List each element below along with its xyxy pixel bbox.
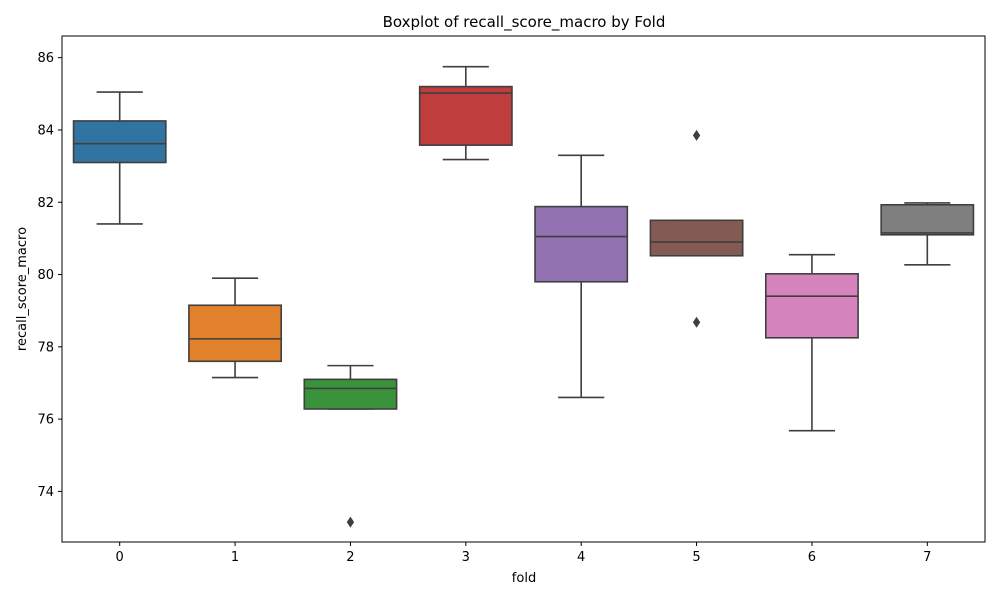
chart-title: Boxplot of recall_score_macro by Fold <box>383 13 666 32</box>
iqr-box <box>303 378 398 410</box>
plot-frame <box>61 35 986 543</box>
box-fold-4 <box>534 154 629 399</box>
y-tick-label: 76 <box>37 413 54 428</box>
x-axis-title: fold <box>512 571 536 586</box>
x-tick-label: 4 <box>577 550 585 565</box>
y-axis-title: recall_score_macro <box>15 227 30 351</box>
outlier-point <box>692 129 701 141</box>
y-tick-label: 80 <box>37 268 54 283</box>
box-fold-0 <box>72 91 167 225</box>
x-tick-label: 0 <box>116 550 124 565</box>
x-tick-label: 2 <box>346 550 354 565</box>
iqr-box <box>880 203 975 236</box>
x-tick-label: 7 <box>923 550 931 565</box>
x-tick-label: 1 <box>231 550 239 565</box>
y-tick-label: 78 <box>37 340 54 355</box>
iqr-box <box>188 304 283 363</box>
iqr-box <box>649 219 744 257</box>
iqr-box <box>72 120 167 164</box>
iqr-box <box>534 205 629 283</box>
x-tick-label: 3 <box>462 550 470 565</box>
y-tick-label: 74 <box>37 485 54 500</box>
box-fold-3 <box>418 65 513 161</box>
outlier-point <box>692 316 701 328</box>
x-axis: 0 1 2 3 4 5 6 7 <box>116 542 931 565</box>
y-tick-label: 86 <box>37 51 54 66</box>
iqr-box <box>764 273 859 339</box>
iqr-box <box>418 85 513 146</box>
box-fold-5 <box>649 129 744 328</box>
box-fold-2 <box>303 364 398 528</box>
outlier-point <box>346 516 355 528</box>
y-tick-label: 82 <box>37 196 54 211</box>
x-tick-label: 5 <box>692 550 700 565</box>
boxes-layer <box>72 65 975 528</box>
x-tick-label: 6 <box>808 550 816 565</box>
box-fold-1 <box>188 277 283 379</box>
y-tick-label: 84 <box>37 123 54 138</box>
box-fold-7 <box>880 202 975 266</box>
y-axis: 74 76 78 80 82 84 86 <box>37 51 62 500</box>
box-fold-6 <box>764 253 859 432</box>
